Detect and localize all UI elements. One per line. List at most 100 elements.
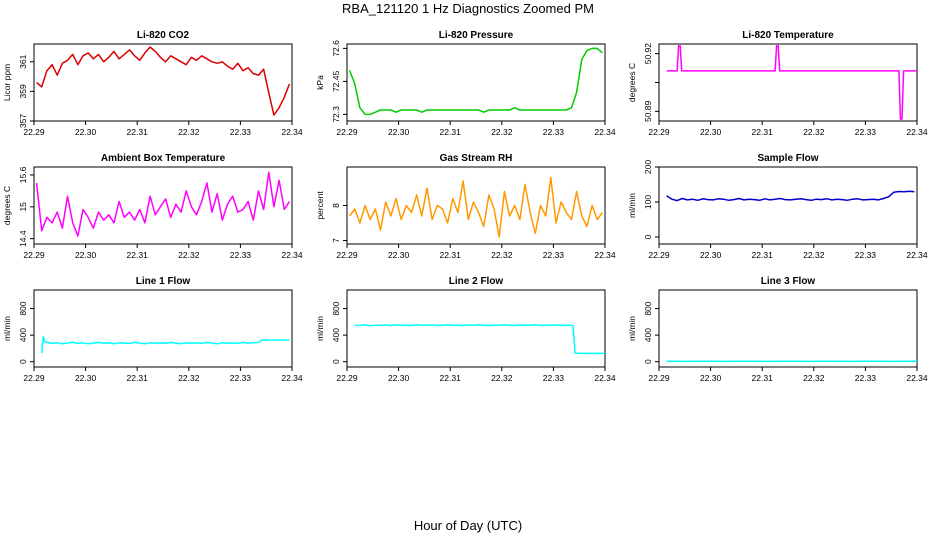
x-tick-label: 22.31 (440, 250, 462, 260)
panel-title: Line 1 Flow (136, 276, 191, 287)
y-tick-label: 7 (331, 238, 341, 243)
panel-ambient-box-temperature: Ambient Box Temperature degrees C 22.29 22.… (2, 153, 303, 260)
y-tick-label: 800 (643, 301, 653, 315)
y-tick-label: 14.4 (18, 230, 28, 247)
x-tick-label: 22.34 (906, 373, 928, 383)
series-line-line-2-flow (354, 324, 605, 355)
x-tick-label: 22.29 (336, 127, 358, 137)
x-tick-label: 22.32 (178, 373, 200, 383)
y-tick-label: 400 (643, 328, 653, 342)
figure-title: RBA_121120 1 Hz Diagnostics Zoomed PM (342, 1, 594, 16)
series-line-li-820-pressure (348, 47, 603, 116)
panel-title: Li-820 Pressure (439, 30, 514, 41)
y-tick-label: 15.6 (18, 166, 28, 183)
series-line-line-1-flow (40, 335, 290, 354)
plot-frame (658, 166, 918, 245)
x-tick-label: 22.34 (281, 373, 303, 383)
x-tick-label: 22.31 (752, 127, 774, 137)
y-tick-label: 100 (643, 195, 653, 209)
panel-line-1-flow: Line 1 Flow ml/min 22.29 22.30 22.31 22.32 22.… (2, 276, 303, 383)
x-tick-label: 22.34 (594, 127, 616, 137)
x-tick-label: 22.31 (127, 127, 149, 137)
y-axis-label: ml/min (315, 316, 325, 341)
y-axis-label: kPa (315, 75, 325, 90)
x-tick-label: 22.33 (230, 250, 252, 260)
y-axis-label: ml/min (627, 193, 637, 218)
x-tick-label: 22.34 (594, 250, 616, 260)
x-tick-label: 22.33 (855, 250, 877, 260)
x-tick-label: 22.30 (388, 373, 410, 383)
y-tick-label: 800 (331, 301, 341, 315)
x-tick-label: 22.33 (543, 250, 565, 260)
y-tick-label: 50.92 (643, 43, 653, 65)
x-tick-label: 22.30 (700, 373, 722, 383)
plot-frame (658, 289, 918, 368)
y-tick-label: 400 (18, 328, 28, 342)
x-tick-label: 22.31 (127, 373, 149, 383)
x-tick-label: 22.34 (281, 127, 303, 137)
plot-frame (33, 166, 293, 245)
x-tick-label: 22.29 (336, 373, 358, 383)
x-tick-label: 22.31 (440, 373, 462, 383)
x-tick-label: 22.33 (855, 373, 877, 383)
x-tick-label: 22.32 (178, 127, 200, 137)
y-axis-label: percent (315, 191, 325, 220)
x-tick-label: 22.34 (906, 127, 928, 137)
x-tick-label: 22.33 (543, 373, 565, 383)
series-line-gas-stream-rh (348, 176, 604, 238)
x-tick-label: 22.31 (440, 127, 462, 137)
y-tick-label: 400 (331, 328, 341, 342)
x-tick-label: 22.32 (803, 250, 825, 260)
x-tick-label: 22.29 (23, 250, 45, 260)
panel-title: Ambient Box Temperature (101, 153, 226, 164)
panel-title: Li-820 CO2 (137, 30, 190, 41)
panel-line-3-flow: Line 3 Flow ml/min 22.29 22.30 22.31 22.32 22.… (627, 276, 928, 383)
x-tick-label: 22.32 (803, 127, 825, 137)
x-axis-label: Hour of Day (UTC) (413, 518, 523, 533)
x-tick-label: 22.31 (752, 373, 774, 383)
x-tick-label: 22.30 (75, 127, 97, 137)
x-tick-label: 22.34 (594, 373, 616, 383)
y-axis-label: degrees C (627, 63, 637, 102)
x-tick-label: 22.33 (230, 127, 252, 137)
y-tick-label: 50.89 (643, 100, 653, 122)
y-axis-label: degrees C (2, 186, 12, 225)
plot-frame (33, 289, 293, 368)
panel-line-2-flow: Line 2 Flow ml/min 22.29 22.30 22.31 22.32 22.… (315, 276, 616, 383)
y-tick-label: 357 (18, 114, 28, 128)
x-tick-label: 22.30 (700, 127, 722, 137)
y-tick-label: 200 (643, 160, 653, 174)
panel-li-820-co2: Li-820 CO2 Licor ppm 22.29 22.30 22.31 22.32 2… (2, 30, 303, 137)
x-tick-label: 22.32 (491, 250, 513, 260)
x-tick-label: 22.29 (336, 250, 358, 260)
series-line-sample-flow (666, 190, 915, 202)
x-tick-label: 22.33 (855, 127, 877, 137)
panel-title: Line 3 Flow (761, 276, 816, 287)
y-tick-label: 0 (18, 359, 28, 364)
panel-sample-flow: Sample Flow ml/min 22.29 22.30 22.31 22.32 22.… (627, 153, 928, 260)
plot-frame (346, 43, 606, 122)
y-tick-label: 72.3 (331, 106, 341, 123)
x-tick-label: 22.30 (388, 127, 410, 137)
x-tick-label: 22.29 (648, 127, 670, 137)
x-tick-label: 22.34 (281, 250, 303, 260)
x-tick-label: 22.29 (23, 373, 45, 383)
panel-title: Line 2 Flow (449, 276, 504, 287)
series-line-li-820-co2 (36, 46, 291, 116)
y-axis-label: ml/min (2, 316, 12, 341)
x-tick-label: 22.29 (648, 250, 670, 260)
y-tick-label: 0 (331, 359, 341, 364)
x-tick-label: 22.30 (75, 250, 97, 260)
x-tick-label: 22.33 (543, 127, 565, 137)
y-tick-label: 359 (18, 84, 28, 98)
plot-frame (33, 43, 293, 122)
x-tick-label: 22.32 (178, 250, 200, 260)
x-tick-label: 22.29 (648, 373, 670, 383)
y-axis-label: ml/min (627, 316, 637, 341)
x-tick-label: 22.30 (388, 250, 410, 260)
x-tick-label: 22.29 (23, 127, 45, 137)
x-tick-label: 22.30 (75, 373, 97, 383)
x-tick-label: 22.34 (906, 250, 928, 260)
x-tick-label: 22.31 (752, 250, 774, 260)
